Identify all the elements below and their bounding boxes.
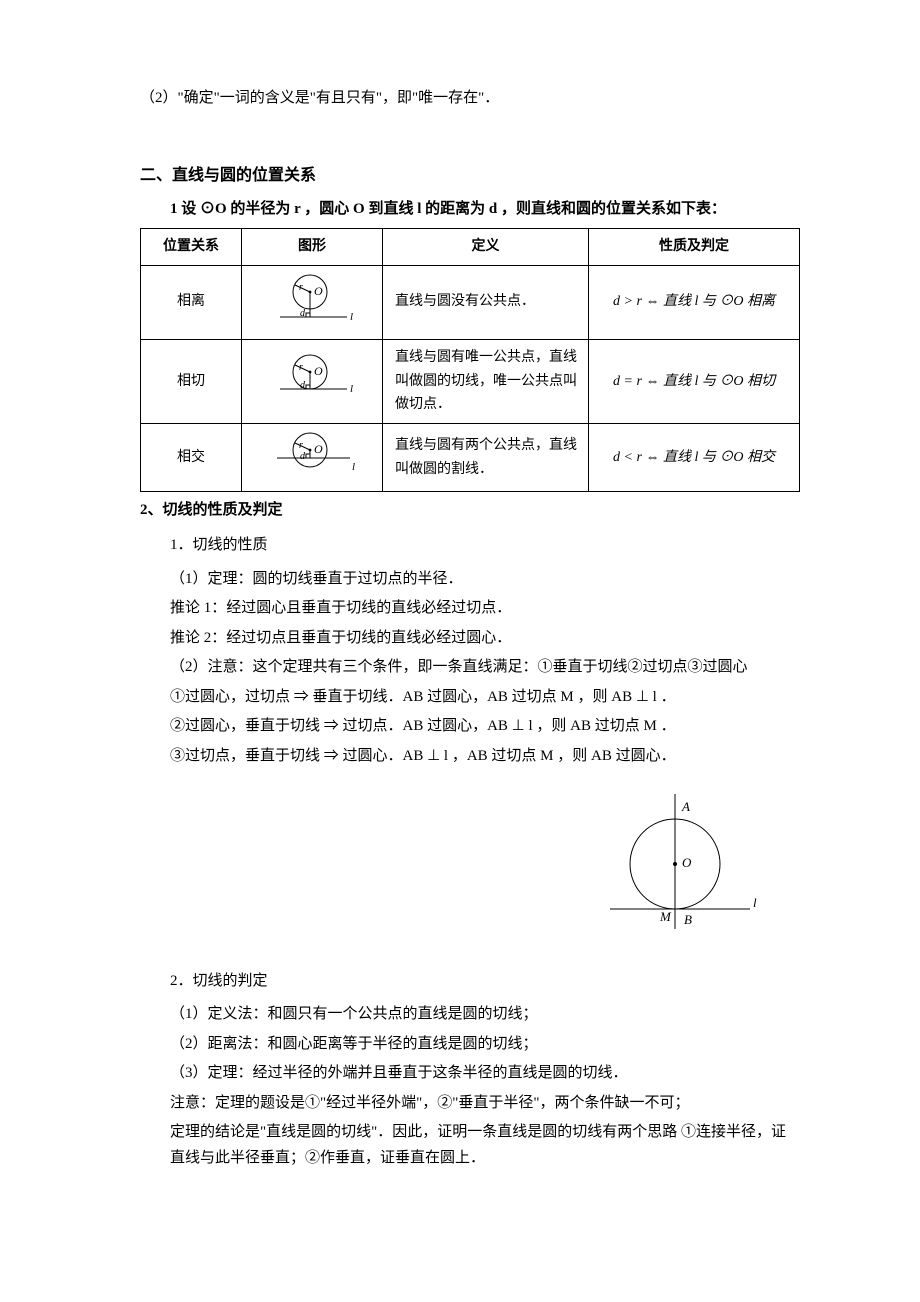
- cell-rel: 相离: [141, 265, 242, 339]
- cell-def: 直线与圆有两个公共点，直线叫做圆的割线．: [383, 424, 589, 492]
- svg-text:r: r: [299, 282, 303, 293]
- tangent-figure: A O M B l: [140, 789, 770, 959]
- tangent-j2: （2）距离法：和圆心距离等于半径的直线是圆的切线；: [170, 1032, 800, 1058]
- tangent-p1: （1）定理：圆的切线垂直于过切点的半径．: [170, 567, 800, 593]
- tangent-judge-title: 2．切线的判定: [170, 969, 800, 995]
- tangent-j3-n1: 注意：定理的题设是①"经过半径外端"，②"垂直于半径"，两个条件缺一不可；: [170, 1091, 800, 1117]
- svg-text:l: l: [352, 461, 355, 473]
- table-row: 相离 r O d l 直线与圆没有公共点． d > r ⇔ 直线 l 与 ⊙O …: [141, 265, 800, 339]
- tangent-p2-l3: ③过切点，垂直于切线 ⇒ 过圆心．AB ⊥ l ，AB 过切点 M ，则 AB …: [170, 744, 800, 770]
- svg-text:r: r: [299, 362, 303, 373]
- label-B: B: [684, 912, 692, 927]
- tangent-p2: （2）注意：这个定理共有三个条件，即一条直线满足：①垂直于切线②过切点③过圆心: [170, 655, 800, 681]
- table-row: 相切 r O d l 直线与圆有唯一公共点，直线叫做圆的切线，唯一公共点叫做切点…: [141, 339, 800, 423]
- cell-def: 直线与圆有唯一公共点，直线叫做圆的切线，唯一公共点叫做切点．: [383, 339, 589, 423]
- label-A: A: [681, 799, 690, 814]
- section-2-title: 二、直线与圆的位置关系: [140, 162, 800, 189]
- tangent-diagram: r O d l: [262, 354, 362, 400]
- tangent-figure-svg: A O M B l: [590, 789, 770, 949]
- tangent-p1-c2: 推论 2：经过切点且垂直于切线的直线必经过圆心．: [170, 626, 800, 652]
- separate-diagram: r O d l: [262, 272, 362, 324]
- th-figure: 图形: [242, 229, 383, 266]
- th-relation: 位置关系: [141, 229, 242, 266]
- tangent-p1-c1: 推论 1：经过圆心且垂直于切线的直线必经过切点．: [170, 596, 800, 622]
- label-M: M: [659, 909, 672, 924]
- tangent-j3-n2: 定理的结论是"直线是圆的切线"．因此，证明一条直线是圆的切线有两个思路 ①连接半…: [170, 1120, 800, 1171]
- cell-prop: d = r ⇔ 直线 l 与 ⊙O 相切: [589, 339, 800, 423]
- cell-prop: d < r ⇔ 直线 l 与 ⊙O 相交: [589, 424, 800, 492]
- intersect-diagram: r O d l: [262, 430, 362, 476]
- prop-text: d > r ⇔ 直线 l 与 ⊙O 相离: [613, 294, 775, 309]
- cell-rel: 相交: [141, 424, 242, 492]
- svg-text:l: l: [350, 383, 353, 395]
- position-table: 位置关系 图形 定义 性质及判定 相离 r O d l 直线与圆没有公共点． d…: [140, 228, 800, 492]
- svg-text:l: l: [350, 311, 353, 323]
- tangent-j1: （1）定义法：和圆只有一个公共点的直线是圆的切线；: [170, 1002, 800, 1028]
- cell-fig-intersect: r O d l: [242, 424, 383, 492]
- svg-text:O: O: [314, 442, 323, 456]
- label-O: O: [682, 855, 692, 870]
- cell-prop: d > r ⇔ 直线 l 与 ⊙O 相离: [589, 265, 800, 339]
- th-definition: 定义: [383, 229, 589, 266]
- svg-text:r: r: [299, 440, 303, 451]
- tangent-heading: 2、切线的性质及判定: [140, 498, 800, 524]
- cell-rel: 相切: [141, 339, 242, 423]
- section-2-lead: 1 设 ⊙O 的半径为 r ，圆心 O 到直线 l 的距离为 d ，则直线和圆的…: [170, 197, 800, 223]
- table-row: 相交 r O d l 直线与圆有两个公共点，直线叫做圆的割线． d < r ⇔ …: [141, 424, 800, 492]
- cell-def: 直线与圆没有公共点．: [383, 265, 589, 339]
- prop-text: d = r ⇔ 直线 l 与 ⊙O 相切: [613, 374, 775, 389]
- tangent-p2-l1: ①过圆心，过切点 ⇒ 垂直于切线．AB 过圆心，AB 过切点 M ，则 AB ⊥…: [170, 685, 800, 711]
- svg-text:O: O: [314, 284, 323, 298]
- tangent-j3: （3）定理：经过半径的外端并且垂直于这条半径的直线是圆的切线．: [170, 1061, 800, 1087]
- intro-note: （2）"确定"一词的含义是"有且只有"，即"唯一存在"．: [140, 86, 800, 112]
- svg-text:O: O: [314, 364, 323, 378]
- cell-fig-tangent: r O d l: [242, 339, 383, 423]
- svg-text:d: d: [300, 451, 306, 462]
- cell-fig-separate: r O d l: [242, 265, 383, 339]
- tangent-p2-l2: ②过圆心，垂直于切线 ⇒ 过切点．AB 过圆心，AB ⊥ l ，则 AB 过切点…: [170, 714, 800, 740]
- tangent-props-title: 1．切线的性质: [170, 533, 800, 559]
- table-header-row: 位置关系 图形 定义 性质及判定: [141, 229, 800, 266]
- prop-text: d < r ⇔ 直线 l 与 ⊙O 相交: [613, 450, 775, 465]
- label-l: l: [753, 895, 757, 910]
- th-property: 性质及判定: [589, 229, 800, 266]
